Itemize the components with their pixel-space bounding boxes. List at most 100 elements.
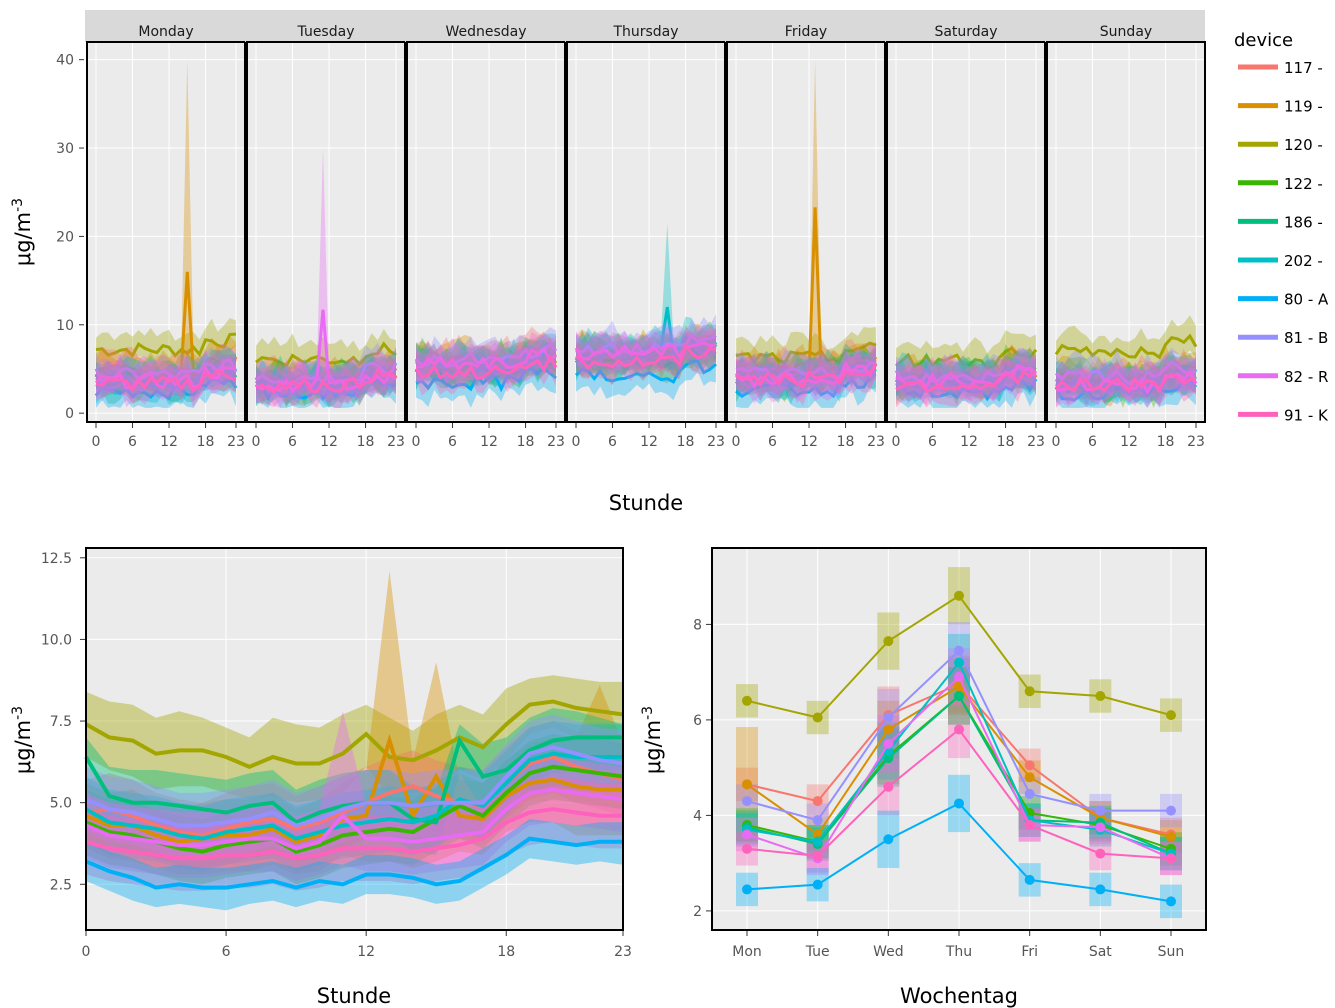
plot-border [711, 547, 1207, 931]
y-tick-label: 8 [693, 617, 702, 633]
data-point [883, 738, 894, 749]
data-point [883, 781, 894, 792]
y-tick-label: 10 [56, 318, 74, 334]
panel-background [887, 42, 1045, 422]
panel-border [886, 41, 1046, 423]
x-tick-label: 12 [960, 434, 978, 450]
x-tick-label: 23 [1027, 434, 1045, 450]
data-point [1095, 822, 1106, 833]
x-tick-label: Mon [732, 944, 762, 960]
legend-label: 81 - B [1284, 329, 1328, 347]
ribbon-82R [1056, 353, 1196, 408]
ribbon [86, 708, 623, 855]
ribbon-91K [256, 347, 396, 408]
data-point [812, 712, 823, 723]
plot-border [85, 547, 624, 931]
legend-item: 81 - B [1238, 329, 1328, 347]
x-tick-label: 12 [640, 434, 658, 450]
ribbon-81B [896, 348, 1036, 400]
data-point [812, 879, 823, 890]
data-point [1024, 686, 1035, 697]
facet-monday: Monday 0 6 12 18 23 [85, 10, 246, 450]
x-tick-label: 6 [768, 434, 777, 450]
series-line [895, 377, 1038, 402]
series-line [416, 346, 558, 372]
y-tick-label: 2.5 [50, 877, 72, 893]
panel-border [726, 41, 886, 423]
legend-item: 120 - [1238, 136, 1323, 154]
x-tick-label: 23 [227, 434, 245, 450]
panel-background [1047, 42, 1205, 422]
data-point [742, 829, 752, 840]
x-tick-label: Sat [1089, 944, 1112, 960]
ribbon-119 [736, 59, 876, 394]
legend-label: 117 - [1284, 59, 1323, 77]
data-point [954, 691, 964, 702]
legend-label: 91 - K [1284, 406, 1329, 424]
facet-strip [885, 10, 1045, 42]
x-tick-label: 12 [320, 434, 338, 450]
series-line [735, 341, 877, 367]
data-point [1166, 710, 1176, 721]
legend-item: 91 - K [1238, 406, 1329, 424]
x-tick-label: Wed [873, 944, 904, 960]
legend-item: 117 - [1238, 59, 1323, 77]
series-line [85, 764, 624, 854]
series-line [85, 699, 624, 769]
data-point [1024, 819, 1035, 830]
legend-item: 119 - [1238, 98, 1323, 116]
y-tick-label: 6 [693, 713, 702, 729]
x-tick-label: 23 [867, 434, 885, 450]
series-line [735, 373, 877, 399]
ribbon-120 [896, 330, 1036, 386]
x-tick-label: 6 [928, 434, 937, 450]
facet-strip [245, 10, 405, 42]
y-tick-label: 10.0 [41, 632, 72, 648]
x-tick-label: 18 [197, 434, 215, 450]
data-point [1095, 691, 1106, 702]
data-point [1024, 788, 1035, 799]
y-tick-label: 2 [693, 904, 702, 920]
x-tick-label: 0 [252, 434, 261, 450]
ribbon-120 [1056, 315, 1196, 374]
data-point [954, 671, 964, 682]
series-line [94, 374, 238, 401]
data-point [742, 843, 752, 854]
series-line [895, 346, 1038, 370]
facet-strip [85, 10, 245, 42]
series-line [85, 733, 623, 844]
y-tick-label: 5.0 [50, 796, 72, 812]
y-axis-title: μg/m-3 [10, 706, 35, 774]
ribbon-91K [1056, 355, 1196, 406]
ribbon-91K [736, 343, 876, 406]
series-line [1054, 333, 1198, 360]
series-line [255, 366, 398, 394]
data-point [812, 796, 823, 807]
series-line [1054, 378, 1198, 402]
data-point [883, 834, 894, 845]
facet-strip-label: Wednesday [445, 24, 526, 40]
x-axis-title: Wochentag [900, 984, 1018, 1008]
ribbon-202 [576, 223, 716, 375]
series-line [95, 367, 237, 393]
legend-label: 120 - [1284, 136, 1323, 154]
legend-item: 80 - A [1238, 291, 1329, 309]
x-tick-label: Fri [1021, 944, 1038, 960]
x-axis-title: Stunde [609, 491, 683, 515]
data-point [883, 712, 894, 723]
x-tick-label: 12 [160, 434, 178, 450]
x-tick-label: 12 [1120, 434, 1138, 450]
legend-label: 186 - [1284, 213, 1323, 231]
data-point [812, 815, 823, 826]
series-line [95, 332, 237, 358]
legend-item: 202 - [1238, 252, 1323, 270]
data-point [742, 695, 752, 706]
y-tick-label: 12.5 [41, 551, 72, 567]
facet-strip-label: Tuesday [297, 24, 355, 40]
x-tick-label: 0 [412, 434, 421, 450]
x-tick-label: 0 [92, 434, 101, 450]
data-point [1024, 760, 1035, 771]
data-point [812, 850, 823, 861]
legend-label: 119 - [1284, 98, 1323, 116]
x-tick-label: 23 [614, 944, 632, 960]
